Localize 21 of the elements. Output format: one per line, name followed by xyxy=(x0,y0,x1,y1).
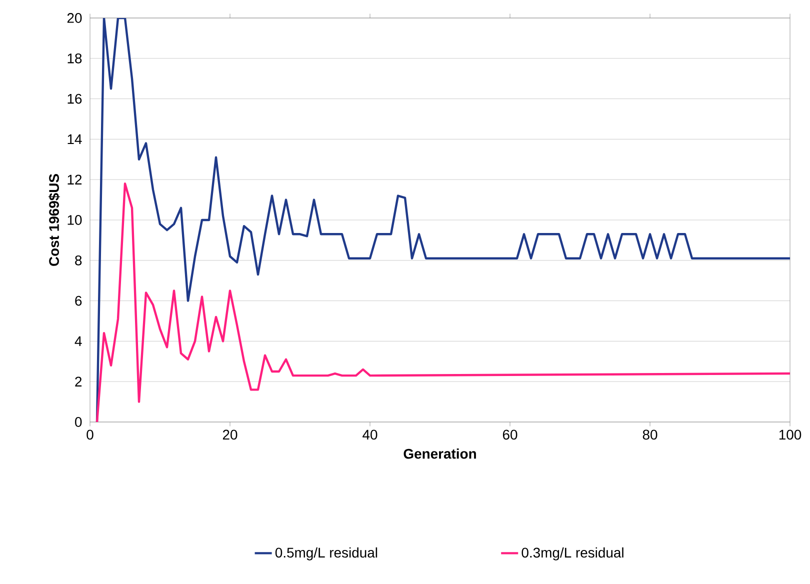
y-tick-label: 16 xyxy=(68,94,82,104)
x-tick-label: 100 xyxy=(779,430,802,440)
y-tick-label: 14 xyxy=(68,134,82,144)
y-tick-label: 6 xyxy=(75,296,82,306)
y-tick-label: 20 xyxy=(67,13,82,23)
y-tick-label: 18 xyxy=(68,53,82,64)
x-tick-label: 20 xyxy=(222,430,238,440)
x-tick-label: 0 xyxy=(86,430,94,440)
x-tick-label: 60 xyxy=(502,430,518,440)
y-tick-label: 8 xyxy=(75,255,82,266)
x-tick-label: 40 xyxy=(362,430,378,440)
x-tick-label: 80 xyxy=(642,430,658,440)
y-axis-title: Cost 1969$US xyxy=(48,174,60,266)
y-tick-label: 2 xyxy=(75,376,82,386)
legend-label: 0.5mg/L residual xyxy=(275,547,378,560)
y-tick-label: 10 xyxy=(68,215,82,225)
y-tick-label: 4 xyxy=(74,336,82,346)
y-tick-label: 12 xyxy=(68,174,82,184)
x-axis-title: Generation xyxy=(404,448,476,459)
y-tick-label: 0 xyxy=(75,417,82,427)
legend-label: 0.3mg/L residual xyxy=(522,547,624,560)
